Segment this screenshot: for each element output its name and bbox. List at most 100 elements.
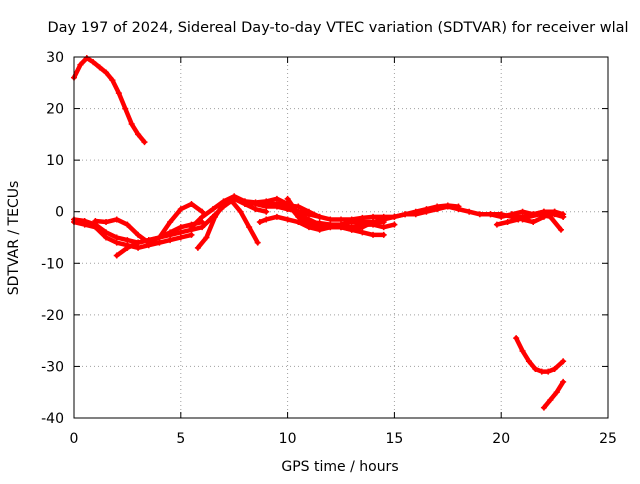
data-point bbox=[199, 219, 206, 226]
data-point bbox=[113, 216, 120, 223]
data-point bbox=[487, 211, 494, 218]
data-point bbox=[551, 208, 558, 215]
data-point bbox=[402, 211, 409, 218]
data-point bbox=[493, 221, 500, 228]
data-point bbox=[237, 208, 244, 215]
data-point bbox=[560, 378, 567, 385]
data-point bbox=[338, 216, 344, 223]
x-tick-label: 0 bbox=[70, 431, 79, 447]
data-point bbox=[145, 237, 152, 244]
ticks: 0 5 10 15 20 25 -40 -30 -20 -10 0 10 20 30 bbox=[41, 50, 617, 447]
data-point bbox=[547, 396, 554, 403]
data-point bbox=[263, 208, 270, 215]
y-tick-label: 10 bbox=[46, 153, 64, 169]
y-tick-label: -40 bbox=[41, 411, 64, 427]
data-point bbox=[545, 368, 552, 375]
data-point bbox=[115, 90, 122, 97]
data-point bbox=[81, 221, 88, 228]
data-point bbox=[156, 239, 163, 246]
data-point bbox=[246, 224, 253, 231]
y-tick-label: -30 bbox=[41, 359, 64, 375]
data-point bbox=[124, 244, 131, 251]
data-point bbox=[220, 198, 227, 205]
data-point bbox=[338, 221, 344, 228]
data-point bbox=[135, 231, 142, 238]
data-point bbox=[370, 231, 377, 238]
data-point bbox=[103, 229, 110, 236]
data-point bbox=[525, 358, 532, 365]
data-point bbox=[348, 226, 355, 233]
x-tick-label: 5 bbox=[176, 431, 185, 447]
data-point bbox=[295, 211, 302, 218]
data-point bbox=[327, 221, 334, 228]
data-point bbox=[560, 358, 567, 365]
data-point bbox=[177, 224, 184, 231]
data-point bbox=[113, 234, 120, 241]
data-point bbox=[273, 195, 280, 202]
data-point bbox=[412, 211, 419, 218]
x-tick-label: 20 bbox=[492, 431, 510, 447]
data-point bbox=[305, 224, 312, 231]
data-point bbox=[551, 366, 558, 373]
data-point bbox=[560, 213, 567, 220]
data-point bbox=[103, 219, 110, 226]
data-point bbox=[380, 231, 387, 238]
data-layer bbox=[71, 55, 567, 411]
data-point bbox=[284, 202, 291, 209]
data-point bbox=[348, 219, 355, 226]
data-point bbox=[553, 389, 560, 396]
data-point bbox=[135, 239, 142, 246]
data-point bbox=[188, 200, 195, 207]
data-point bbox=[466, 208, 473, 215]
data-point bbox=[135, 131, 142, 138]
data-point bbox=[498, 213, 505, 220]
data-point bbox=[113, 239, 120, 246]
y-tick-label: 20 bbox=[46, 102, 64, 118]
data-point bbox=[530, 211, 537, 218]
y-tick-label: -20 bbox=[41, 308, 64, 324]
data-point bbox=[305, 219, 312, 226]
data-point bbox=[370, 213, 377, 220]
data-point bbox=[135, 244, 142, 251]
data-point bbox=[194, 244, 201, 251]
data-arc-arc-e bbox=[195, 199, 260, 251]
data-point bbox=[540, 404, 547, 411]
x-tick-label: 25 bbox=[599, 431, 617, 447]
data-point bbox=[504, 219, 511, 226]
x-tick-label: 10 bbox=[279, 431, 297, 447]
data-point bbox=[124, 237, 131, 244]
data-arc-arc-i bbox=[285, 196, 386, 238]
data-point bbox=[113, 252, 120, 259]
data-point bbox=[252, 206, 259, 213]
data-point bbox=[519, 347, 526, 354]
y-axis-label: SDTVAR / TECUs bbox=[6, 181, 22, 296]
data-point bbox=[391, 213, 398, 220]
data-point bbox=[540, 208, 547, 215]
data-point bbox=[476, 211, 483, 218]
data-point bbox=[199, 224, 206, 231]
data-point bbox=[203, 234, 210, 241]
data-point bbox=[177, 229, 184, 236]
data-point bbox=[547, 213, 554, 220]
data-arc-arc-low2 bbox=[541, 379, 566, 410]
data-point bbox=[273, 200, 280, 207]
data-point bbox=[508, 211, 515, 218]
data-point bbox=[199, 213, 206, 220]
data-point bbox=[284, 195, 291, 202]
data-point bbox=[316, 226, 323, 233]
data-point bbox=[263, 216, 270, 223]
data-point bbox=[327, 216, 334, 223]
data-point bbox=[83, 55, 90, 62]
data-point bbox=[316, 220, 323, 227]
data-point bbox=[532, 366, 539, 373]
grid bbox=[74, 57, 608, 418]
data-point bbox=[316, 213, 323, 220]
data-point bbox=[188, 224, 195, 231]
data-point bbox=[156, 234, 163, 241]
chart-title: Day 197 of 2024, Sidereal Day-to-day VTE… bbox=[47, 20, 628, 36]
data-point bbox=[391, 221, 398, 228]
data-point bbox=[92, 217, 99, 224]
data-point bbox=[519, 208, 526, 215]
data-point bbox=[103, 69, 110, 76]
